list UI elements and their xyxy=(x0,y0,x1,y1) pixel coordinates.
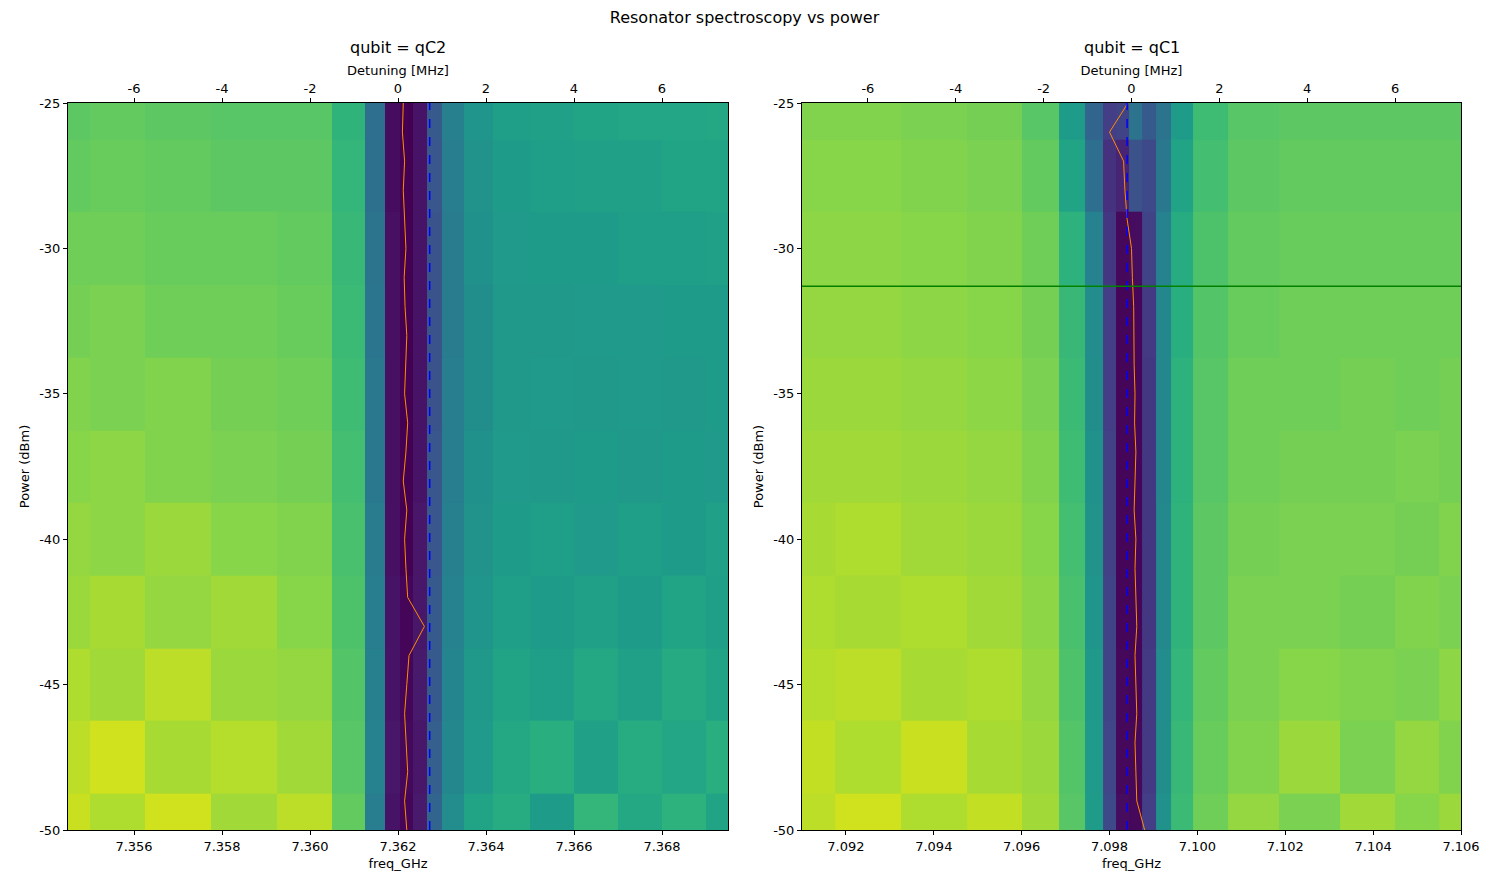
svg-text:qubit = qC1: qubit = qC1 xyxy=(1084,38,1180,57)
svg-text:7.102: 7.102 xyxy=(1267,839,1304,854)
svg-text:2: 2 xyxy=(1215,81,1223,96)
svg-text:qubit = qC2: qubit = qC2 xyxy=(350,38,446,57)
svg-text:-2: -2 xyxy=(304,81,317,96)
svg-text:-50: -50 xyxy=(773,823,794,838)
svg-text:-30: -30 xyxy=(773,241,794,256)
svg-text:-50: -50 xyxy=(39,823,60,838)
svg-text:-6: -6 xyxy=(861,81,874,96)
svg-text:Detuning [MHz]: Detuning [MHz] xyxy=(347,63,449,78)
svg-text:freq_GHz: freq_GHz xyxy=(368,856,427,871)
svg-text:freq_GHz: freq_GHz xyxy=(1102,856,1161,871)
svg-text:-25: -25 xyxy=(773,96,794,111)
svg-text:0: 0 xyxy=(394,81,402,96)
svg-text:-40: -40 xyxy=(773,532,794,547)
svg-text:Resonator spectroscopy vs powe: Resonator spectroscopy vs power xyxy=(610,8,880,27)
svg-text:7.356: 7.356 xyxy=(115,839,152,854)
svg-text:-35: -35 xyxy=(773,386,794,401)
svg-text:Power (dBm): Power (dBm) xyxy=(751,425,766,508)
svg-text:6: 6 xyxy=(658,81,666,96)
svg-text:6: 6 xyxy=(1391,81,1399,96)
svg-text:4: 4 xyxy=(570,81,578,96)
svg-text:7.094: 7.094 xyxy=(915,839,952,854)
svg-text:-45: -45 xyxy=(773,677,794,692)
svg-text:Detuning [MHz]: Detuning [MHz] xyxy=(1081,63,1183,78)
svg-text:7.098: 7.098 xyxy=(1091,839,1128,854)
svg-text:-25: -25 xyxy=(39,96,60,111)
svg-text:-30: -30 xyxy=(39,241,60,256)
svg-text:7.096: 7.096 xyxy=(1003,839,1040,854)
svg-text:4: 4 xyxy=(1303,81,1311,96)
svg-text:-6: -6 xyxy=(128,81,141,96)
svg-text:7.362: 7.362 xyxy=(379,839,416,854)
svg-text:-40: -40 xyxy=(39,532,60,547)
svg-text:2: 2 xyxy=(482,81,490,96)
svg-text:-45: -45 xyxy=(39,677,60,692)
svg-text:-4: -4 xyxy=(949,81,962,96)
svg-text:-4: -4 xyxy=(216,81,229,96)
svg-text:7.368: 7.368 xyxy=(643,839,680,854)
svg-text:-2: -2 xyxy=(1037,81,1050,96)
svg-text:0: 0 xyxy=(1127,81,1135,96)
svg-text:7.104: 7.104 xyxy=(1355,839,1392,854)
svg-text:7.106: 7.106 xyxy=(1442,839,1479,854)
svg-text:Power (dBm): Power (dBm) xyxy=(17,425,32,508)
svg-text:7.366: 7.366 xyxy=(555,839,592,854)
svg-text:-35: -35 xyxy=(39,386,60,401)
svg-text:7.364: 7.364 xyxy=(467,839,504,854)
svg-text:7.092: 7.092 xyxy=(827,839,864,854)
svg-text:7.358: 7.358 xyxy=(203,839,240,854)
svg-text:7.100: 7.100 xyxy=(1179,839,1216,854)
svg-text:7.360: 7.360 xyxy=(291,839,328,854)
